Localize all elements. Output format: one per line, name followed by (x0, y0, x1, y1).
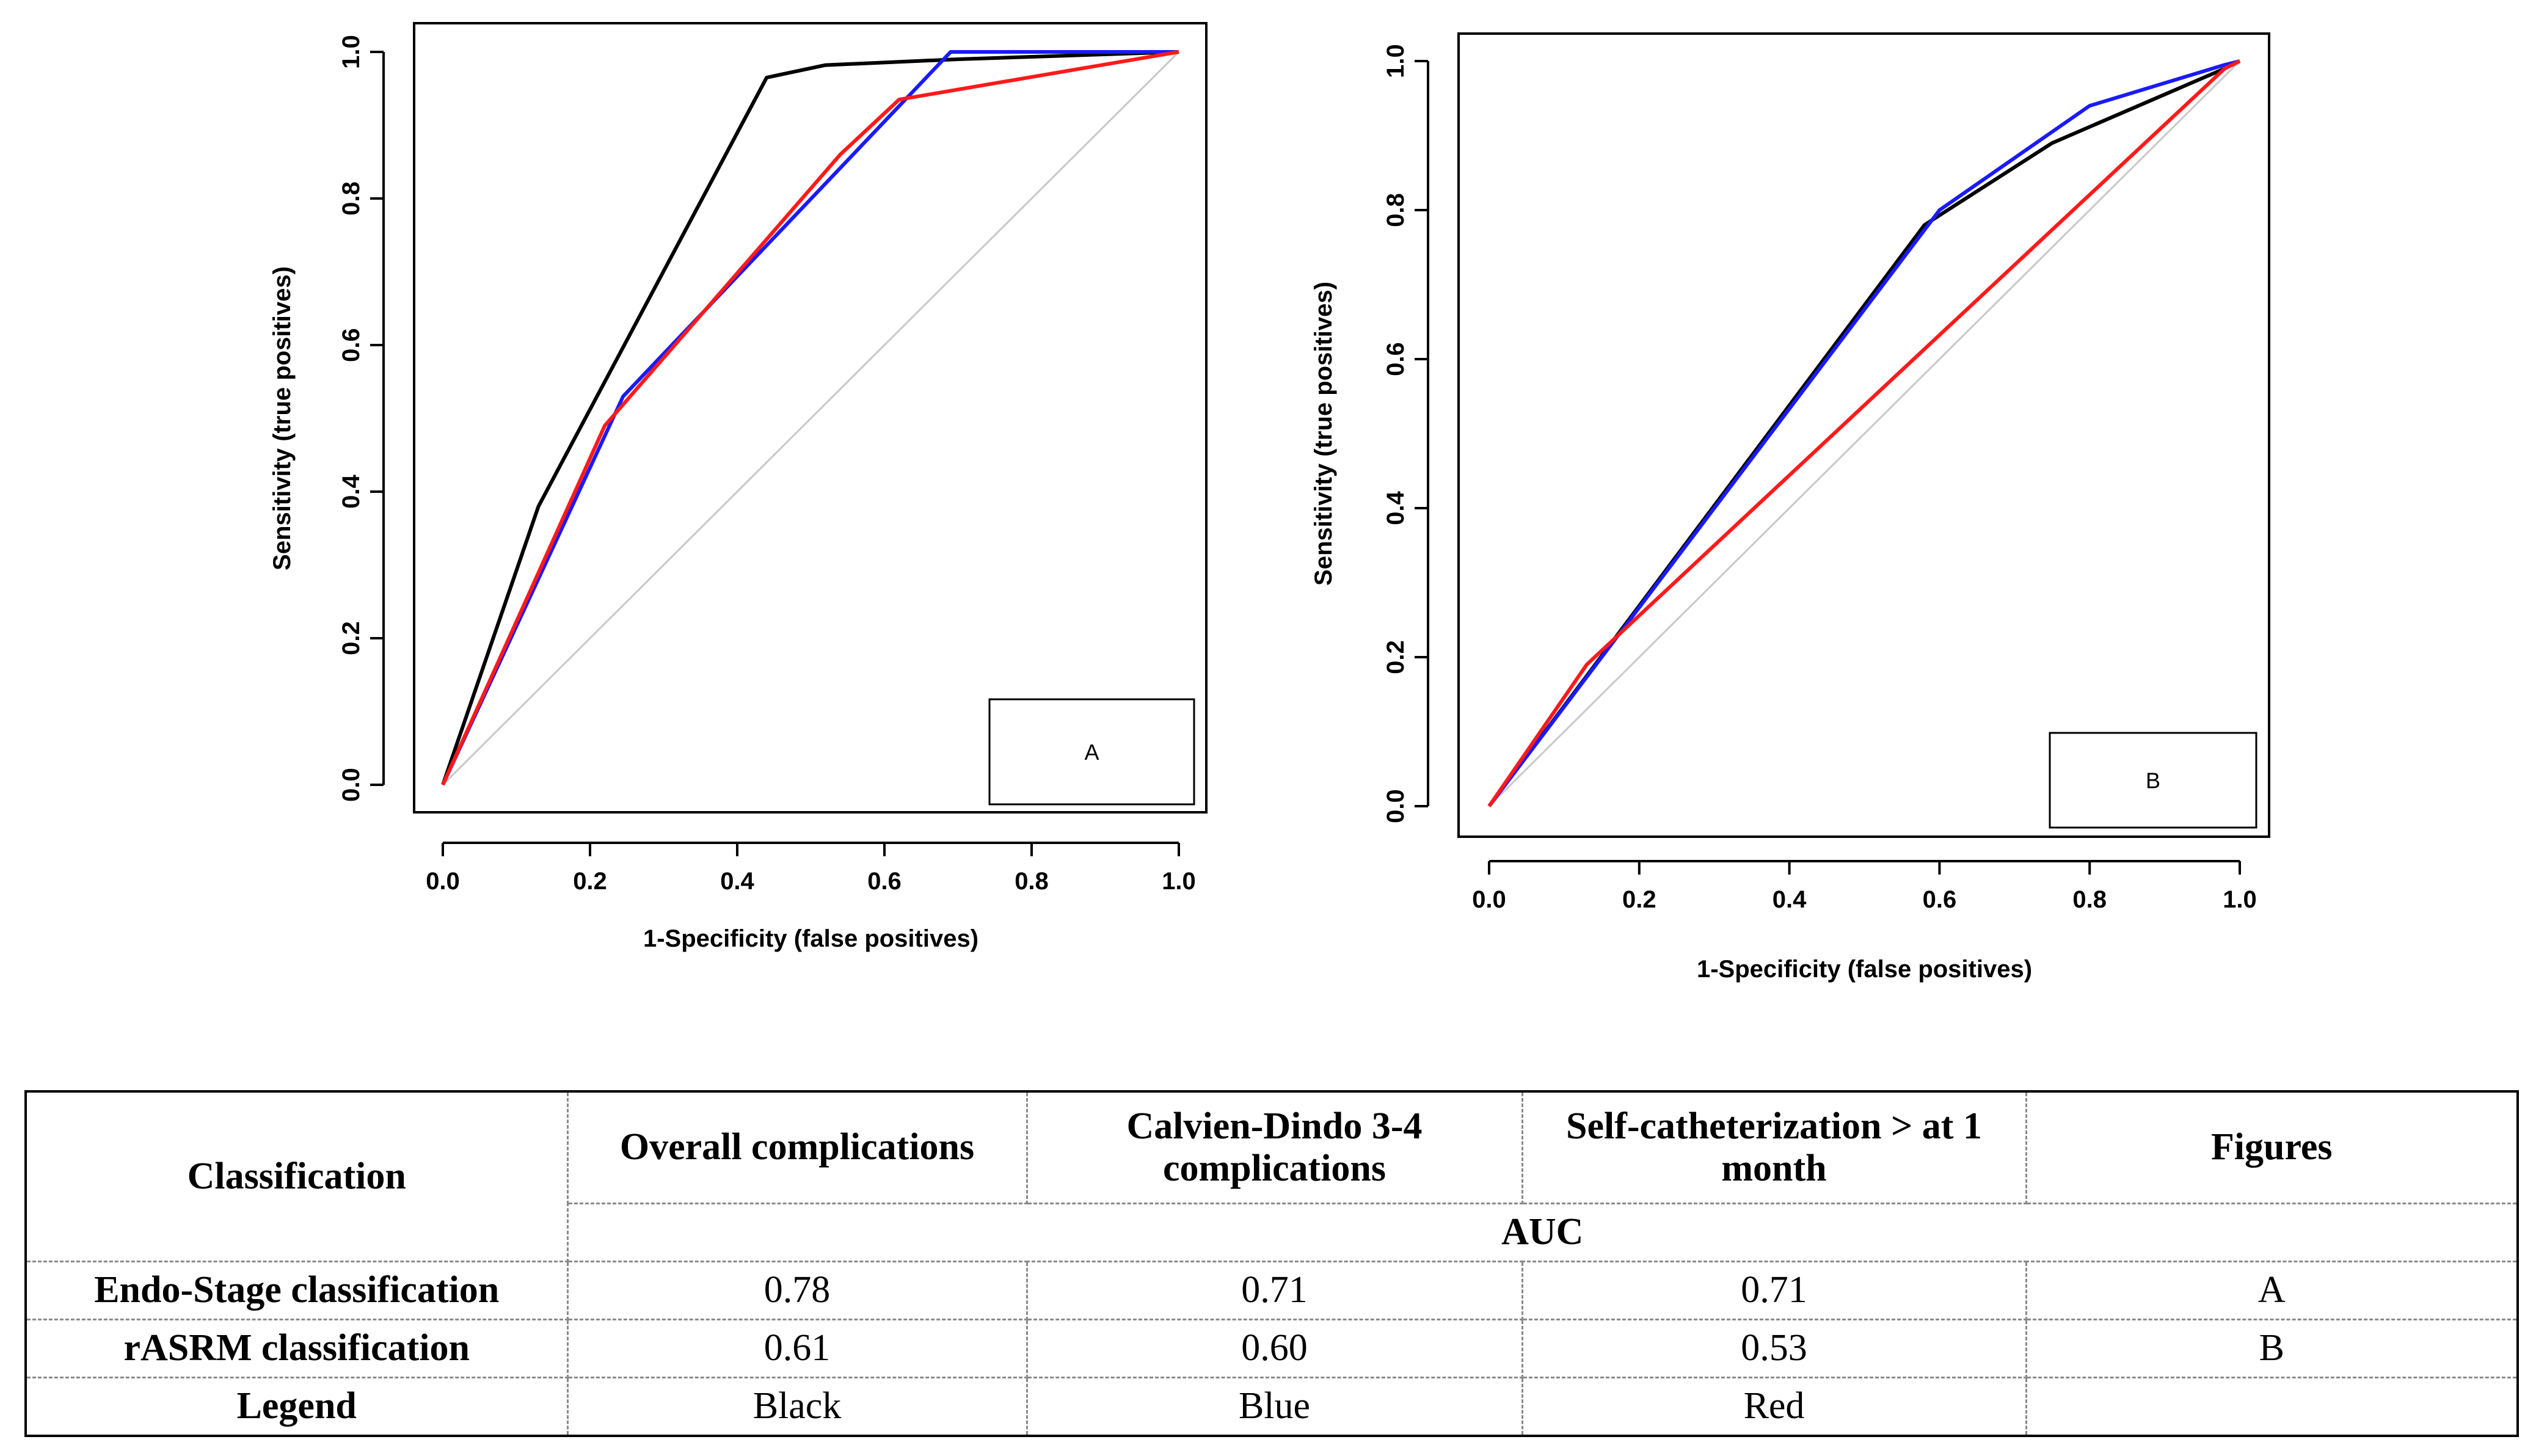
cell-figures (2025, 1377, 2519, 1437)
x-tick-label: 0.6 (867, 868, 902, 895)
x-tick-label: 0.4 (720, 868, 754, 895)
y-axis-title: Sensitivity (true positives) (269, 266, 296, 570)
table-header-row: Classification Overall complications Cal… (24, 1090, 2519, 1262)
x-tick-label: 1.0 (1162, 868, 1196, 895)
plot-frame (1457, 32, 2270, 838)
cell-overall: Black (566, 1377, 1028, 1437)
y-tick-label: 0.4 (1382, 490, 1409, 525)
x-tick-label: 0.8 (2072, 886, 2107, 913)
roc-chart-b: 0.0 0.2 0.4 0.6 0.8 1.0 0.0 0.2 0.4 0.6 0.8 1.0 1-Sp… (1310, 32, 2270, 983)
x-tick-label: 0.0 (426, 868, 460, 895)
header-figures: Figures (2025, 1090, 2519, 1204)
legend-box (988, 698, 1195, 806)
y-axis-title: Sensitivity (true positives) (1310, 282, 1337, 586)
cell-selfcath: Red (1521, 1377, 2027, 1437)
plot-frame (413, 22, 1208, 814)
cell-calvien: 0.60 (1026, 1319, 1523, 1378)
roc-curve-blue (441, 50, 1179, 786)
roc-curve-blue (1487, 59, 2240, 807)
cell-selfcath: 0.53 (1521, 1319, 2027, 1378)
x-tick-label: 1.0 (2223, 886, 2257, 913)
y-tick-label: 0.8 (1382, 193, 1409, 227)
roc-curve-red (441, 50, 1179, 786)
y-tick-label: 0.0 (1382, 789, 1409, 823)
table-row: Legend Black Blue Red (24, 1377, 2519, 1437)
x-tick-label: 0.2 (1622, 886, 1656, 913)
roc-chart-a: 0.0 0.2 0.4 0.6 0.8 1.0 0.0 0.2 0.4 0.6 0.8 1.0 1-Sp… (269, 22, 1208, 952)
legend-box (2049, 732, 2257, 829)
cell-overall: 0.78 (566, 1261, 1028, 1320)
table-auc-row: AUC (26, 1203, 2519, 1262)
x-tick-label: 0.2 (573, 868, 607, 895)
y-tick-label: 1.0 (1382, 44, 1409, 78)
y-tick-label: 0.2 (1382, 640, 1409, 674)
header-self-catheterization: Self-catheterization > at 1 month (1521, 1090, 2027, 1204)
cell-figures: B (2025, 1319, 2519, 1378)
y-tick-label: 0.0 (338, 768, 365, 802)
legend-label: A (1084, 740, 1099, 765)
x-tick-label: 0.8 (1015, 868, 1049, 895)
header-auc: AUC (566, 1203, 2519, 1262)
table-row: rASRM classification 0.61 0.60 0.53 B (24, 1319, 2519, 1378)
header-overall-complications: Overall complications (566, 1090, 1028, 1204)
diagonal-reference-line (442, 51, 1180, 786)
y-tick-label: 0.4 (338, 474, 365, 508)
cell-calvien: Blue (1026, 1377, 1523, 1437)
y-tick-label: 0.6 (338, 328, 365, 362)
roc-curve-black (441, 50, 1179, 785)
row-label: Legend (24, 1377, 569, 1437)
legend-label: B (2146, 768, 2160, 793)
table-row: Endo-Stage classification 0.78 0.71 0.71… (24, 1261, 2519, 1320)
cell-overall: 0.61 (566, 1319, 1028, 1378)
y-tick-label: 0.2 (338, 621, 365, 655)
x-tick-label: 0.0 (1472, 886, 1506, 913)
x-axis-title: 1-Specificity (false positives) (1697, 956, 2032, 983)
x-tick-label: 0.4 (1773, 886, 1807, 913)
x-axis-title: 1-Specificity (false positives) (643, 925, 978, 952)
row-label: Endo-Stage classification (24, 1261, 569, 1320)
roc-curve-red (1487, 59, 2241, 807)
auc-table: Classification Overall complications Cal… (24, 1090, 2519, 1437)
x-tick-label: 0.6 (1923, 886, 1957, 913)
y-tick-label: 0.8 (338, 181, 365, 216)
cell-figures: A (2025, 1261, 2519, 1320)
header-classification: Classification (24, 1090, 569, 1262)
cell-calvien: 0.71 (1026, 1261, 1523, 1320)
row-label: rASRM classification (24, 1319, 569, 1378)
diagonal-reference-line (1488, 60, 2241, 807)
header-calvien-dindo: Calvien-Dindo 3-4 complications (1026, 1090, 1523, 1204)
y-tick-label: 0.6 (1382, 342, 1409, 376)
y-tick-label: 1.0 (338, 35, 365, 69)
cell-selfcath: 0.71 (1521, 1261, 2027, 1320)
